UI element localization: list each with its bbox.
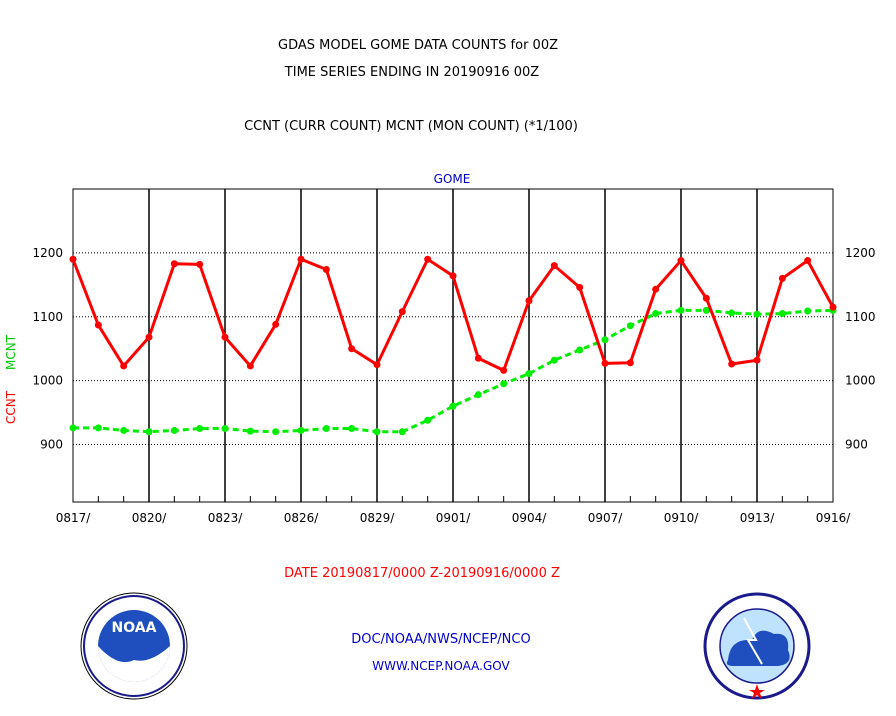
- x-tick-label: 0913/: [740, 511, 776, 525]
- y-tick-label-left: 1000: [32, 374, 63, 388]
- mcnt-point: [500, 380, 508, 388]
- mcnt-point: [424, 416, 432, 424]
- ccnt-point: [120, 362, 128, 370]
- ccnt-point: [196, 260, 204, 268]
- noaa-logo-text: NOAA: [112, 620, 157, 636]
- ccnt-point: [297, 255, 305, 263]
- ccnt-point: [576, 283, 584, 291]
- ccnt-point: [348, 345, 356, 353]
- mcnt-point: [525, 370, 533, 378]
- ccnt-point: [728, 360, 736, 368]
- date-range: DATE 20190817/0000 Z-20190916/0000 Z: [284, 566, 560, 581]
- chart-title-line1: GDAS MODEL GOME DATA COUNTS for 00Z: [277, 38, 559, 53]
- mcnt-point: [373, 428, 381, 436]
- mcnt-point: [120, 426, 128, 434]
- mcnt-point: [550, 356, 558, 364]
- x-tick-label: 0826/: [284, 511, 320, 525]
- ccnt-point: [373, 361, 381, 369]
- mcnt-point: [221, 425, 229, 433]
- mcnt-point: [626, 322, 634, 330]
- mcnt-point: [677, 306, 685, 314]
- y-tick-label-right: 1000: [845, 374, 876, 388]
- ccnt-point: [525, 297, 533, 305]
- mcnt-point: [297, 426, 305, 434]
- y-tick-label-left: 1200: [32, 246, 63, 260]
- mcnt-point: [576, 346, 584, 354]
- footer-url: WWW.NCEP.NOAA.GOV: [372, 659, 510, 673]
- ccnt-point: [601, 359, 609, 367]
- ccnt-point: [804, 257, 812, 265]
- y-tick-label-right: 1100: [845, 310, 876, 324]
- ccnt-point: [449, 272, 457, 280]
- ccnt-point: [753, 356, 761, 364]
- x-tick-label: 0823/: [208, 511, 244, 525]
- mcnt-point: [272, 428, 280, 436]
- footer-org: DOC/NOAA/NWS/NCEP/NCO: [351, 632, 531, 647]
- y-tick-label-left: 900: [40, 438, 63, 452]
- nws-logo-icon: [703, 592, 811, 700]
- x-tick-label: 0907/: [588, 511, 624, 525]
- x-tick-label: 0916/: [816, 511, 852, 525]
- mcnt-point: [702, 306, 710, 314]
- ccnt-point: [474, 354, 482, 362]
- ccnt-point: [652, 285, 660, 293]
- mcnt-point: [196, 425, 204, 433]
- ccnt-point: [246, 362, 254, 370]
- mcnt-point: [652, 310, 660, 318]
- x-tick-label: 0910/: [664, 511, 700, 525]
- ccnt-point: [778, 274, 786, 282]
- ccnt-point: [272, 320, 280, 328]
- ylabel-ccnt: CCNT: [4, 390, 18, 424]
- ccnt-point: [221, 333, 229, 341]
- chart-title-line2: TIME SERIES ENDING IN 20190916 00Z: [284, 65, 540, 80]
- mcnt-point: [778, 310, 786, 318]
- y-tick-label-right: 1200: [845, 246, 876, 260]
- ccnt-point: [626, 359, 634, 367]
- x-tick-label: 0904/: [512, 511, 548, 525]
- mcnt-point: [753, 310, 761, 318]
- ylabel-mcnt: MCNT: [4, 334, 18, 370]
- mcnt-point: [449, 402, 457, 410]
- mcnt-point: [601, 336, 609, 344]
- ccnt-point: [94, 321, 102, 329]
- x-tick-label: 0820/: [132, 511, 168, 525]
- mcnt-point: [474, 391, 482, 399]
- ccnt-point: [322, 265, 330, 273]
- mcnt-point: [804, 307, 812, 315]
- noaa-logo-icon: NOAA: [80, 592, 188, 700]
- x-tick-label: 0829/: [360, 511, 396, 525]
- mcnt-point: [348, 425, 356, 433]
- ccnt-point: [424, 255, 432, 263]
- mcnt-point: [398, 428, 406, 436]
- ccnt-point: [145, 333, 153, 341]
- y-tick-label-right: 900: [845, 438, 868, 452]
- panel-label: GOME: [433, 172, 471, 186]
- mcnt-point: [145, 428, 153, 436]
- x-tick-label: 0901/: [436, 511, 472, 525]
- ccnt-point: [677, 257, 685, 265]
- mcnt-point: [69, 424, 77, 432]
- mcnt-point: [94, 424, 102, 432]
- mcnt-point: [322, 425, 330, 433]
- mcnt-point: [170, 426, 178, 434]
- mcnt-point: [246, 427, 254, 435]
- ccnt-point: [69, 255, 77, 263]
- y-tick-label-left: 1100: [32, 310, 63, 324]
- chart-subtitle: CCNT (CURR COUNT) MCNT (MON COUNT) (*1/1…: [244, 119, 578, 134]
- ccnt-point: [829, 303, 837, 311]
- x-tick-label: 0817/: [56, 511, 92, 525]
- ccnt-point: [702, 294, 710, 302]
- ccnt-point: [550, 262, 558, 270]
- ccnt-point: [500, 366, 508, 374]
- mcnt-point: [728, 309, 736, 317]
- ccnt-point: [170, 260, 178, 268]
- ccnt-point: [398, 308, 406, 316]
